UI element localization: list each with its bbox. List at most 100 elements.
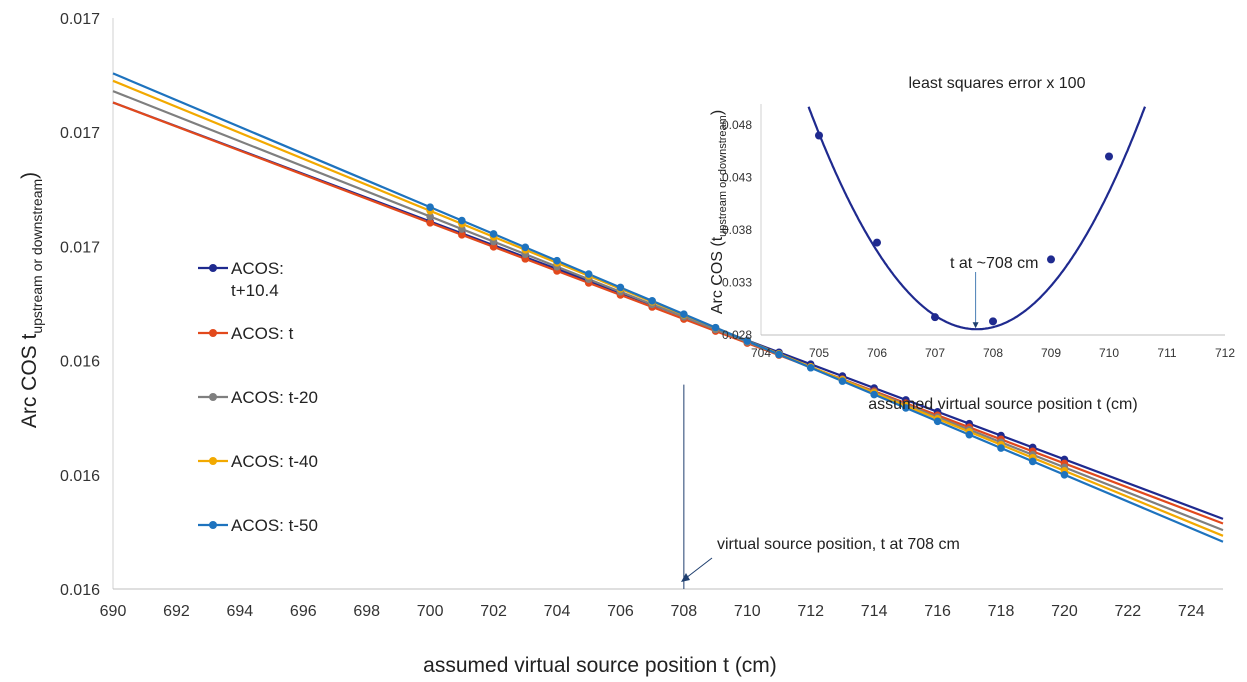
legend-swatch-marker [209,393,217,401]
series-line [112,101,1224,525]
inset-chart: least squares error x 100 704 705 706 707 70… [709,75,1235,413]
main-x-tick-label: 710 [734,603,761,620]
main-chart-ticks: 690 692 694 696 698 700 702 704 706 708 710 712 714 7… [60,11,1205,620]
main-y-tick-label: 0.017 [60,239,100,256]
inset-x-tick-label: 704 [751,346,771,360]
main-y-tick-label: 0.016 [60,354,100,371]
inset-annotation-label: t at ~708 cm [950,255,1039,272]
main-x-tick-label: 720 [1051,603,1078,620]
main-x-tick-label: 724 [1178,603,1205,620]
main-x-tick-label: 708 [671,603,698,620]
inset-x-tick-label: 706 [867,346,887,360]
inset-data-point [1047,255,1055,264]
main-y-tick-label: 0.017 [60,11,100,28]
inset-x-tick-label: 707 [925,346,945,360]
series-marker [458,216,466,225]
inset-y-tick-label: 0.028 [722,328,752,342]
main-x-tick-label: 712 [797,603,824,620]
main-x-tick-label: 722 [1115,603,1142,620]
annotation-arrow-head [681,573,690,582]
series-marker [458,225,466,233]
legend-label: t+10.4 [231,281,279,300]
inset-x-axis-label: assumed virtual source position t (cm) [868,396,1137,413]
main-x-axis-label: assumed virtual source position t (cm) [423,654,777,677]
legend-label: ACOS: t-40 [231,452,318,471]
main-x-tick-label: 696 [290,603,317,620]
inset-y-axis-label-sub: upstream or downstream [717,115,729,237]
inset-y-tick-label: 0.033 [722,276,752,290]
series-marker [902,404,910,412]
series-marker [680,310,688,319]
legend-label: ACOS: [231,259,284,278]
main-x-tick-label: 718 [988,603,1015,620]
inset-y-tick-label: 0.048 [722,118,752,132]
inset-x-tick-label: 712 [1215,346,1235,360]
main-chart-lines [112,72,1224,543]
main-x-tick-label: 690 [100,603,127,620]
inset-data-point [1105,152,1113,161]
inset-x-tick-label: 705 [809,346,829,360]
series-marker [1028,457,1037,466]
series-line [112,90,1224,532]
main-x-tick-label: 714 [861,603,888,620]
inset-chart-ticks: 704 705 706 707 708 709 710 711 712 0.028 0.033 0.0… [722,118,1235,360]
inset-data-point [989,317,997,326]
main-chart-axes [112,18,1223,590]
series-marker [426,218,434,227]
legend-swatch-marker [209,457,217,465]
legend-swatch-marker [209,521,217,529]
series-marker [648,297,656,305]
series-marker [458,231,466,239]
main-x-tick-label: 704 [544,603,571,620]
series-marker [870,390,878,399]
inset-y-axis-label-close: ) [709,110,726,115]
legend-label: ACOS: t [231,324,294,343]
series-marker [489,230,498,238]
inset-chart-title: least squares error x 100 [909,75,1086,92]
legend-swatch-marker [209,329,217,337]
main-chart-markers [426,203,1069,479]
series-marker [838,377,847,385]
inset-y-tick-label: 0.043 [722,171,752,185]
series-marker [965,430,974,439]
main-y-tick-label: 0.017 [60,125,100,142]
main-y-axis-label-main: Arc COS t [18,334,41,429]
series-marker [806,363,815,372]
series-marker [426,212,434,221]
inset-x-tick-label: 708 [983,346,1003,360]
annotation-arrow-shaft [685,557,713,579]
inset-y-tick-label: 0.038 [722,223,752,237]
main-x-tick-label: 698 [353,603,380,620]
main-x-tick-label: 700 [417,603,444,620]
main-x-tick-label: 692 [163,603,190,620]
main-x-tick-label: 694 [227,603,254,620]
inset-x-tick-label: 711 [1157,346,1176,360]
main-y-tick-label: 0.016 [60,468,100,485]
annotation-label: virtual source position, t at 708 cm [717,536,960,553]
series-marker [489,243,498,251]
series-line [112,72,1224,543]
inset-y-axis-label: Arc COS (tupstream or downstream) [709,110,729,314]
inset-data-point [873,238,881,247]
inset-chart-curve [807,106,1147,331]
main-y-axis-label-close: ) [18,172,41,179]
main-legend: ACOS: t+10.4 ACOS: t ACOS: t-20 ACOS: t-40 AC… [198,259,318,535]
main-y-tick-label: 0.016 [60,582,100,599]
inset-chart-markers [815,131,1113,326]
main-y-axis-label-sub: upstream or downstream [29,179,45,334]
inset-data-point [931,313,939,322]
series-marker [775,350,783,359]
series-marker [616,283,625,292]
inset-x-tick-label: 709 [1041,346,1061,360]
main-x-tick-label: 706 [607,603,634,620]
inset-x-tick-label: 710 [1099,346,1119,360]
main-x-tick-label: 702 [480,603,507,620]
inset-fit-curve [807,106,1147,331]
series-marker [521,243,530,252]
legend-label: ACOS: t-50 [231,516,318,535]
legend-swatch-marker [209,264,217,272]
series-marker [1060,471,1069,479]
inset-annotation-arrow [972,322,979,329]
series-marker [997,444,1005,452]
